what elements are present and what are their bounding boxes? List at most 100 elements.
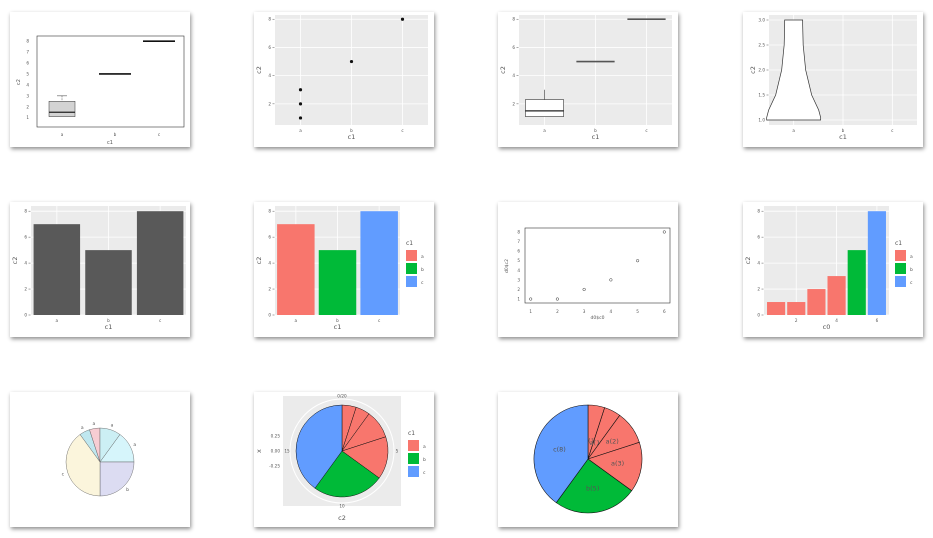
chart-9: a a a a b c bbox=[62, 422, 136, 497]
chart-6: 0 2 4 6 8 a b c c1 c2 c1 a b c bbox=[255, 206, 424, 331]
slice-label: a bbox=[81, 426, 84, 431]
y-tick-label: 4 bbox=[517, 268, 520, 273]
bar-a bbox=[33, 224, 81, 315]
angle-tick-label: 15 bbox=[284, 449, 290, 454]
slice-label: a bbox=[93, 422, 96, 427]
y-tick-label: 6 bbox=[24, 235, 27, 240]
y-tick-label: 8 bbox=[268, 209, 271, 214]
x-axis-label: c1 bbox=[105, 323, 113, 331]
x-tick-label: 2 bbox=[795, 318, 798, 323]
y-axis-label: c2 bbox=[749, 66, 757, 74]
bar-a bbox=[787, 302, 806, 315]
slice-label: a bbox=[133, 443, 136, 448]
slice-label: a(1) bbox=[590, 439, 603, 447]
x-tick-label: a bbox=[299, 128, 302, 133]
x-tick-label: c bbox=[378, 318, 381, 323]
chart-10: 0/20 5 10 15 0.25 0.00 -0.25 c2 x c1 a b c bbox=[255, 394, 426, 523]
chart-card: a(1) a(1) a(2) a(3) b(5) c(8) bbox=[498, 392, 678, 527]
slice-label: a(2) bbox=[606, 437, 619, 445]
y-tick-label: 2 bbox=[268, 101, 271, 106]
chart-4: 1.0 1.5 2.0 2.5 3.0 a b c c1 c2 bbox=[749, 15, 917, 141]
chart-card: 2 4 6 8 a b c c1 c2 bbox=[254, 12, 434, 147]
data-point bbox=[349, 59, 354, 64]
y-tick-label: 6 bbox=[757, 235, 760, 240]
y-tick-label: 2.5 bbox=[758, 43, 765, 48]
chart-card: 1 2 3 4 5 6 7 8 1 2 3 4 5 6 d0$c0 d0$c2 bbox=[498, 202, 678, 337]
y-tick-label: 2.0 bbox=[758, 68, 765, 73]
data-point bbox=[400, 17, 405, 21]
x-tick-label: b bbox=[107, 318, 110, 323]
y-tick-label: 2 bbox=[26, 104, 29, 109]
y-tick-label: 7 bbox=[26, 50, 29, 55]
y-tick-label: 5 bbox=[26, 71, 29, 76]
legend-label-b: b bbox=[423, 457, 426, 463]
legend-title: c1 bbox=[406, 240, 413, 247]
y-tick-label: 1.0 bbox=[758, 118, 765, 123]
angle-tick-label: 5 bbox=[396, 449, 399, 454]
legend-key-a bbox=[895, 250, 906, 261]
chart-card: 1 2 3 4 5 6 7 8 a b c c1 c2 bbox=[10, 12, 190, 147]
bar-a bbox=[277, 224, 315, 315]
y-tick-label: 8 bbox=[512, 17, 515, 22]
pie-slice-b bbox=[555, 458, 633, 514]
y-tick-label: 2 bbox=[24, 287, 27, 292]
x-tick-label: 4 bbox=[610, 309, 613, 314]
x-tick-label: 5 bbox=[636, 309, 639, 314]
data-point bbox=[582, 287, 586, 292]
y-tick-label: 6 bbox=[268, 235, 271, 240]
y-tick-label: 8 bbox=[268, 17, 271, 22]
chart-card: 0 2 4 6 8 a b c c1 c2 bbox=[10, 202, 190, 337]
y-axis-label: c2 bbox=[499, 66, 507, 74]
x-axis-label: d0$c0 bbox=[591, 315, 605, 321]
legend-label-a: a bbox=[421, 255, 424, 260]
y-tick-label: 1 bbox=[26, 115, 29, 120]
chart-card: 1.0 1.5 2.0 2.5 3.0 a b c c1 c2 bbox=[743, 12, 923, 147]
data-point bbox=[298, 102, 303, 106]
y-axis-label: x bbox=[255, 449, 263, 453]
angle-tick-label: 0/20 bbox=[337, 394, 347, 399]
y-tick-label: 6 bbox=[517, 249, 520, 254]
legend-key-c bbox=[408, 466, 419, 477]
legend-label-a: a bbox=[423, 445, 426, 450]
bar-a bbox=[807, 289, 826, 315]
data-point bbox=[555, 297, 559, 301]
chart-11: a(1)a(1) a(2)a(3)b(5)c(8) bbox=[533, 404, 643, 514]
legend-label-b: b bbox=[910, 267, 913, 273]
y-tick-label: 1 bbox=[517, 297, 520, 302]
chart-5: 0 2 4 6 8 a b c c1 c2 bbox=[11, 206, 186, 331]
bar-c bbox=[360, 211, 398, 315]
y-tick-label: 4 bbox=[268, 261, 271, 266]
x-tick-label: b bbox=[336, 318, 339, 323]
pie-slice-b bbox=[314, 450, 380, 498]
x-tick-label: c bbox=[159, 318, 162, 323]
y-tick-label: 4 bbox=[268, 73, 271, 78]
x-tick-label: b bbox=[114, 132, 117, 137]
bar-c bbox=[136, 211, 184, 315]
bar-b bbox=[847, 250, 866, 315]
legend-title: c1 bbox=[895, 240, 902, 247]
x-tick-label: c bbox=[158, 132, 161, 137]
legend-key-a bbox=[408, 440, 419, 451]
chart-card: 0/20 5 10 15 0.25 0.00 -0.25 c2 x c1 a b c bbox=[254, 392, 434, 527]
legend-title: c1 bbox=[408, 430, 415, 437]
x-tick-label: 3 bbox=[583, 309, 586, 314]
legend-key-c bbox=[895, 276, 906, 287]
slice-label: a bbox=[111, 423, 114, 428]
y-axis-label: c2 bbox=[255, 66, 263, 74]
pie-slice-c bbox=[295, 404, 343, 489]
box-a bbox=[48, 101, 76, 117]
data-point bbox=[298, 88, 303, 92]
data-point bbox=[298, 116, 303, 120]
plot-frame bbox=[524, 227, 671, 304]
legend-key-b bbox=[895, 263, 906, 274]
y-axis-label: c2 bbox=[255, 257, 263, 265]
data-point bbox=[609, 278, 613, 282]
pie-slice-c bbox=[65, 434, 101, 497]
box-a bbox=[525, 99, 564, 117]
slice-label: a(3) bbox=[611, 460, 624, 468]
y-tick-label: 0 bbox=[268, 313, 271, 318]
x-tick-label: b bbox=[594, 128, 597, 133]
x-axis-label: c0 bbox=[823, 323, 831, 331]
legend-label-a: a bbox=[910, 255, 913, 260]
y-tick-label: 6 bbox=[26, 61, 29, 66]
